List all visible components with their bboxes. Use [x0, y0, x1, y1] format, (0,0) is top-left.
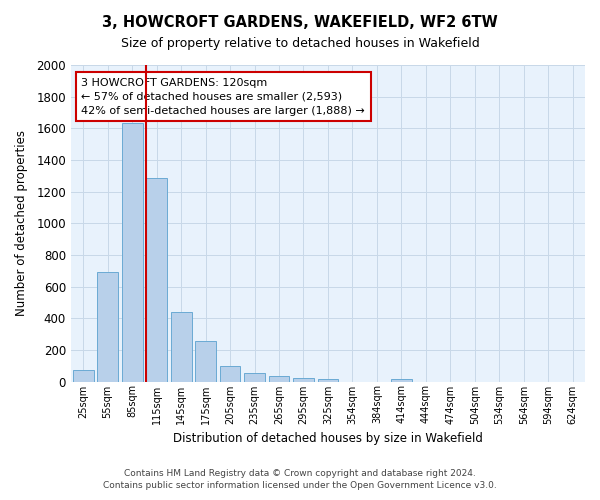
Bar	[97, 272, 118, 382]
Bar	[391, 379, 412, 382]
Bar	[244, 373, 265, 382]
Bar	[170, 312, 191, 382]
X-axis label: Distribution of detached houses by size in Wakefield: Distribution of detached houses by size …	[173, 432, 483, 445]
Bar	[269, 376, 289, 382]
Text: 3, HOWCROFT GARDENS, WAKEFIELD, WF2 6TW: 3, HOWCROFT GARDENS, WAKEFIELD, WF2 6TW	[102, 15, 498, 30]
Bar	[195, 341, 216, 382]
Bar	[146, 178, 167, 382]
Text: Contains HM Land Registry data © Crown copyright and database right 2024.
Contai: Contains HM Land Registry data © Crown c…	[103, 468, 497, 490]
Text: Size of property relative to detached houses in Wakefield: Size of property relative to detached ho…	[121, 38, 479, 51]
Bar	[293, 378, 314, 382]
Text: 3 HOWCROFT GARDENS: 120sqm
← 57% of detached houses are smaller (2,593)
42% of s: 3 HOWCROFT GARDENS: 120sqm ← 57% of deta…	[81, 78, 365, 116]
Bar	[122, 123, 143, 382]
Bar	[73, 370, 94, 382]
Bar	[220, 366, 241, 382]
Bar	[317, 379, 338, 382]
Y-axis label: Number of detached properties: Number of detached properties	[15, 130, 28, 316]
